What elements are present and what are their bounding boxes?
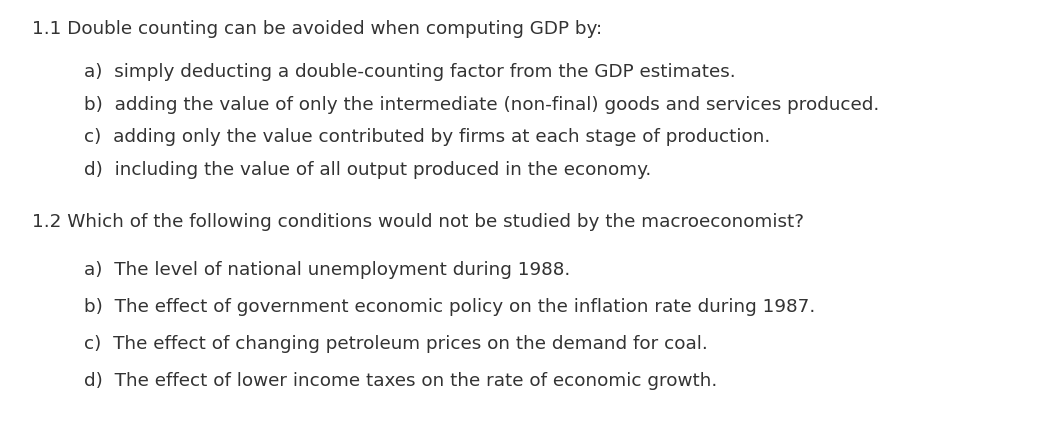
Text: d)  including the value of all output produced in the economy.: d) including the value of all output pro… xyxy=(84,161,651,178)
Text: c)  adding only the value contributed by firms at each stage of production.: c) adding only the value contributed by … xyxy=(84,128,770,146)
Text: b)  adding the value of only the intermediate (non-final) goods and services pro: b) adding the value of only the intermed… xyxy=(84,95,880,113)
Text: a)  simply deducting a double-counting factor from the GDP estimates.: a) simply deducting a double-counting fa… xyxy=(84,63,736,81)
Text: 1.2 Which of the following conditions would not be studied by the macroeconomist: 1.2 Which of the following conditions wo… xyxy=(32,213,803,230)
Text: b)  The effect of government economic policy on the inflation rate during 1987.: b) The effect of government economic pol… xyxy=(84,297,816,315)
Text: 1.1 Double counting can be avoided when computing GDP by:: 1.1 Double counting can be avoided when … xyxy=(32,20,602,37)
Text: a)  The level of national unemployment during 1988.: a) The level of national unemployment du… xyxy=(84,260,570,278)
Text: d)  The effect of lower income taxes on the rate of economic growth.: d) The effect of lower income taxes on t… xyxy=(84,371,718,389)
Text: c)  The effect of changing petroleum prices on the demand for coal.: c) The effect of changing petroleum pric… xyxy=(84,334,708,352)
